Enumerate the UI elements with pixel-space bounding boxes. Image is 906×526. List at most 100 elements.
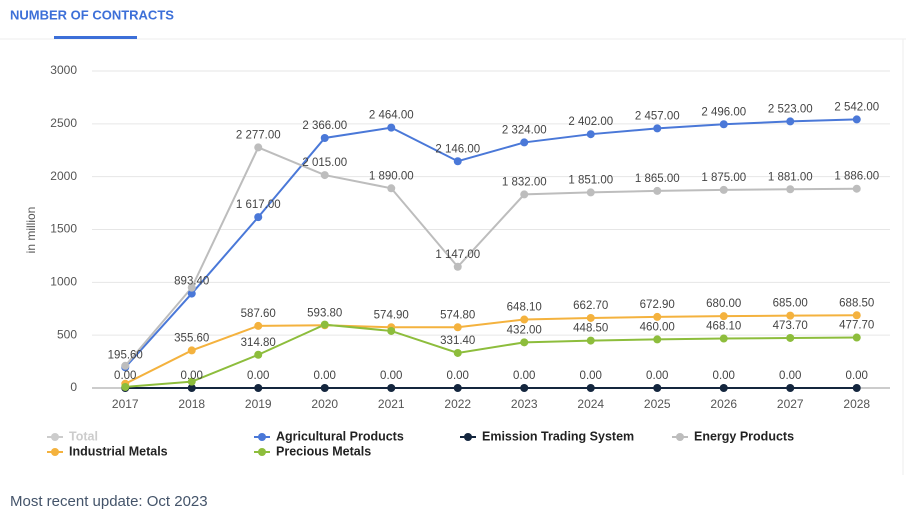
data-point bbox=[520, 384, 529, 392]
data-label: 648.10 bbox=[507, 302, 542, 314]
legend-label[interactable]: Precious Metals bbox=[276, 444, 371, 458]
legend-symbol bbox=[464, 433, 472, 441]
x-tick-label: 2027 bbox=[777, 397, 804, 411]
x-tick-label: 2026 bbox=[710, 397, 737, 411]
data-label: 1 890.00 bbox=[369, 170, 414, 182]
series-line bbox=[124, 118, 857, 369]
series-line bbox=[124, 146, 857, 367]
data-point bbox=[453, 262, 462, 271]
y-tick-label: 1500 bbox=[50, 222, 77, 236]
x-tick-label: 2022 bbox=[444, 397, 471, 411]
data-label: 1 875.00 bbox=[701, 172, 746, 184]
data-point bbox=[520, 338, 529, 347]
data-point bbox=[852, 311, 861, 320]
data-point bbox=[653, 335, 662, 344]
data-label: 574.90 bbox=[374, 309, 409, 321]
data-label: 593.80 bbox=[307, 307, 342, 319]
data-label: 680.00 bbox=[706, 298, 741, 310]
data-label: 448.50 bbox=[573, 323, 608, 335]
data-label: 587.60 bbox=[241, 308, 276, 320]
data-label: 0.00 bbox=[181, 370, 203, 382]
legend-label[interactable]: Total bbox=[69, 429, 98, 443]
data-label: 468.10 bbox=[706, 321, 741, 333]
data-label: 314.80 bbox=[241, 337, 276, 349]
data-point bbox=[586, 336, 595, 345]
x-tick-label: 2019 bbox=[245, 397, 272, 411]
legend-label[interactable]: Agricultural Products bbox=[276, 429, 404, 443]
x-tick-label: 2028 bbox=[843, 397, 870, 411]
data-label: 0.00 bbox=[314, 370, 336, 382]
data-label: 0.00 bbox=[779, 370, 801, 382]
series-line bbox=[124, 314, 857, 385]
data-label: 2 146.00 bbox=[435, 143, 480, 155]
footer: Most recent update: Oct 2023 bbox=[10, 493, 208, 510]
data-point bbox=[254, 213, 263, 222]
x-tick-label: 2021 bbox=[378, 397, 405, 411]
data-point bbox=[387, 184, 396, 193]
data-label: 0.00 bbox=[713, 370, 735, 382]
y-tick-label: 3000 bbox=[50, 63, 77, 77]
data-point bbox=[586, 188, 595, 197]
data-label: 2 015.00 bbox=[302, 157, 347, 169]
data-label: 0.00 bbox=[447, 370, 469, 382]
data-label: 2 324.00 bbox=[502, 124, 547, 136]
data-point bbox=[453, 384, 462, 392]
y-tick-label: 2500 bbox=[50, 116, 77, 130]
data-point bbox=[387, 326, 396, 335]
tab-title[interactable]: NUMBER OF CONTRACTS bbox=[10, 7, 174, 22]
data-label: 1 886.00 bbox=[834, 171, 879, 183]
legend-label[interactable]: Industrial Metals bbox=[69, 444, 168, 458]
legend-label[interactable]: Emission Trading System bbox=[482, 429, 634, 443]
x-tick-label: 2018 bbox=[178, 397, 205, 411]
data-label: 0.00 bbox=[114, 370, 136, 382]
data-label: 2 523.00 bbox=[768, 103, 813, 115]
data-point bbox=[187, 289, 196, 298]
data-point bbox=[387, 384, 396, 392]
y-tick-label: 500 bbox=[57, 327, 77, 341]
data-point bbox=[852, 384, 861, 392]
data-point bbox=[520, 190, 529, 199]
data-label: 477.70 bbox=[839, 320, 874, 332]
data-label: 688.50 bbox=[839, 297, 874, 309]
data-label: 2 277.00 bbox=[236, 129, 281, 141]
data-label: 0.00 bbox=[247, 370, 269, 382]
data-label: 0.00 bbox=[646, 370, 668, 382]
y-tick-label: 0 bbox=[70, 380, 77, 394]
data-point bbox=[453, 157, 462, 166]
x-tick-label: 2023 bbox=[511, 397, 538, 411]
data-label: 0.00 bbox=[846, 370, 868, 382]
data-label: 662.70 bbox=[573, 300, 608, 312]
data-point bbox=[786, 117, 795, 126]
data-point bbox=[453, 323, 462, 332]
data-label: 685.00 bbox=[773, 298, 808, 310]
data-point bbox=[653, 384, 662, 392]
data-point bbox=[254, 143, 263, 152]
legend-symbol bbox=[51, 433, 59, 441]
data-point bbox=[786, 311, 795, 320]
data-point bbox=[254, 321, 263, 330]
data-point bbox=[719, 334, 728, 343]
data-label: 0.00 bbox=[380, 370, 402, 382]
legend-symbol bbox=[258, 448, 266, 456]
y-tick-label: 2000 bbox=[50, 169, 77, 183]
data-label: 331.40 bbox=[440, 335, 475, 347]
legend-label[interactable]: Energy Products bbox=[694, 429, 794, 443]
data-label: 1 617.00 bbox=[236, 199, 281, 211]
data-label: 432.00 bbox=[507, 324, 542, 336]
data-label: 0.00 bbox=[513, 370, 535, 382]
x-tick-label: 2025 bbox=[644, 397, 671, 411]
data-point bbox=[852, 333, 861, 342]
data-label: 893.40 bbox=[174, 276, 209, 288]
x-tick-label: 2017 bbox=[112, 397, 139, 411]
data-point bbox=[320, 171, 329, 180]
data-label: 672.90 bbox=[640, 299, 675, 311]
data-point bbox=[520, 315, 529, 324]
data-point bbox=[320, 384, 329, 392]
data-point bbox=[653, 186, 662, 195]
data-point bbox=[653, 124, 662, 133]
data-label: 0.00 bbox=[580, 370, 602, 382]
data-label: 574.80 bbox=[440, 309, 475, 321]
data-point bbox=[121, 361, 130, 370]
data-label: 2 366.00 bbox=[302, 120, 347, 132]
